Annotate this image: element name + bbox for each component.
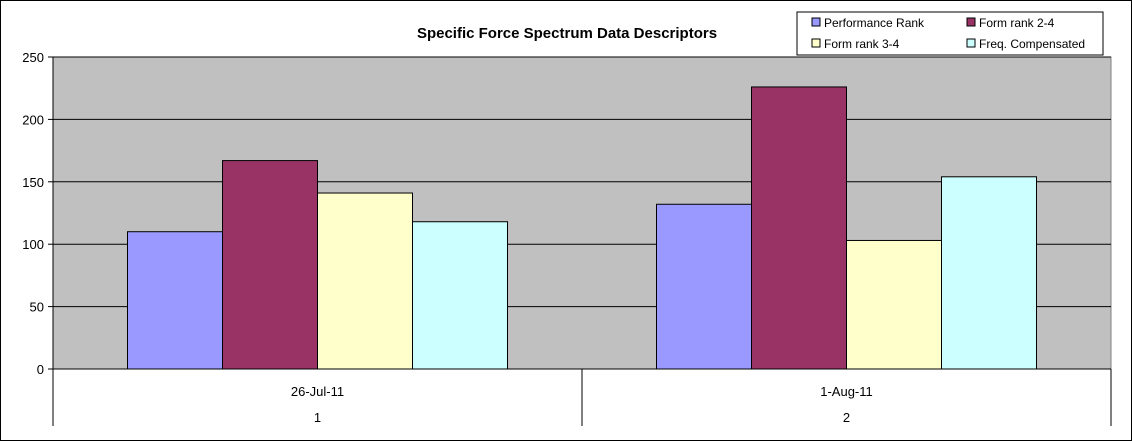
bar xyxy=(846,239,942,370)
legend-label: Freq. Compensated xyxy=(979,37,1085,51)
bar xyxy=(941,176,1037,370)
x-category-date-label: 26-Jul-11 xyxy=(291,384,344,399)
legend-box xyxy=(796,11,1104,56)
y-tick-label: 200 xyxy=(22,112,44,127)
bar xyxy=(127,231,223,370)
y-tick-label: 150 xyxy=(22,175,44,190)
y-tick-label: 100 xyxy=(22,237,44,252)
legend-label: Form rank 2-4 xyxy=(979,16,1055,30)
legend-label: Form rank 3-4 xyxy=(824,37,900,51)
x-category-date-label: 1-Aug-11 xyxy=(820,384,873,399)
x-category-index-label: 2 xyxy=(843,410,850,425)
y-tick-label: 50 xyxy=(30,300,44,315)
bar xyxy=(222,160,318,370)
legend-label: Performance Rank xyxy=(824,16,925,30)
legend-swatch xyxy=(966,17,976,27)
bars xyxy=(127,86,1037,370)
legend-swatch xyxy=(811,38,821,48)
bar xyxy=(412,221,508,370)
x-category-index-label: 1 xyxy=(314,410,321,425)
y-axis-ticks: 0 50 100 150 200 250 xyxy=(22,50,54,377)
bar xyxy=(656,203,752,370)
bar xyxy=(317,192,413,370)
legend: Performance Rank Form rank 2-4 Form rank 3… xyxy=(796,11,1104,56)
legend-swatch xyxy=(811,17,821,27)
y-tick-label: 250 xyxy=(22,50,44,65)
chart-title: Specific Force Spectrum Data Descriptors xyxy=(417,25,717,42)
legend-swatch xyxy=(966,38,976,48)
bar xyxy=(751,86,847,370)
x-axis: 26-Jul-11 1 1-Aug-11 2 xyxy=(52,368,1112,426)
y-tick-label: 0 xyxy=(37,362,44,377)
